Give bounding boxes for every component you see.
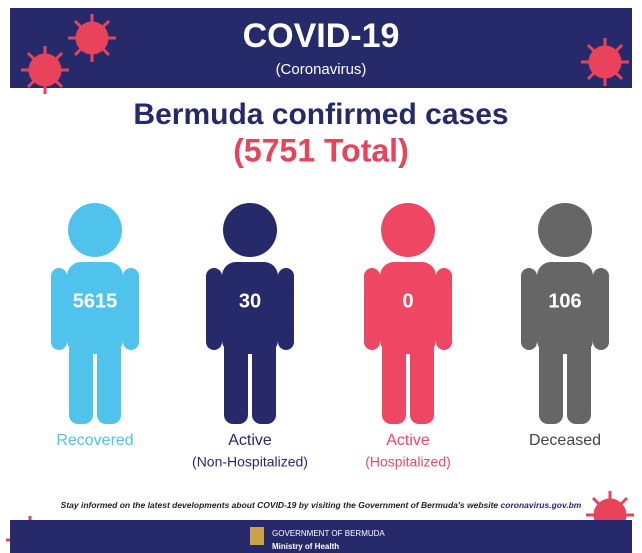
heading-total: (5751 Total) bbox=[233, 132, 408, 168]
figure-count: 0 bbox=[402, 290, 413, 312]
footer-note: Stay informed on the latest developments… bbox=[61, 500, 582, 510]
footer-link[interactable]: coronavirus.gov.bm bbox=[501, 500, 582, 510]
heading-title: Bermuda confirmed cases bbox=[133, 98, 508, 131]
figure-sublabel: (Non-Hospitalized) bbox=[192, 454, 308, 470]
footer-band bbox=[10, 520, 632, 553]
figure: 5615 Recovered bbox=[51, 203, 139, 449]
footer-org: GOVERNMENT OF BERMUDA bbox=[272, 529, 385, 538]
figure-sublabel: (Hospitalized) bbox=[365, 454, 451, 470]
footer-note-text: Stay informed on the latest developments… bbox=[61, 500, 499, 510]
figure-label: Recovered bbox=[56, 432, 133, 449]
figure-label: Deceased bbox=[529, 432, 601, 449]
figure: 106 Deceased bbox=[521, 203, 609, 449]
header-band bbox=[10, 8, 632, 88]
figure-count: 5615 bbox=[73, 290, 118, 312]
footer-ministry: Ministry of Health bbox=[272, 542, 339, 551]
figure-label: Active bbox=[228, 432, 272, 449]
figure-count: 30 bbox=[239, 290, 261, 312]
figure: 0 Active (Hospitalized) bbox=[364, 203, 452, 470]
figure-label: Active bbox=[386, 432, 430, 449]
figure: 30 Active (Non-Hospitalized) bbox=[192, 203, 308, 470]
header-title: COVID-19 bbox=[243, 17, 400, 55]
header-subtitle: (Coronavirus) bbox=[276, 61, 367, 78]
crest-icon bbox=[250, 527, 264, 545]
figure-count: 106 bbox=[548, 290, 581, 312]
